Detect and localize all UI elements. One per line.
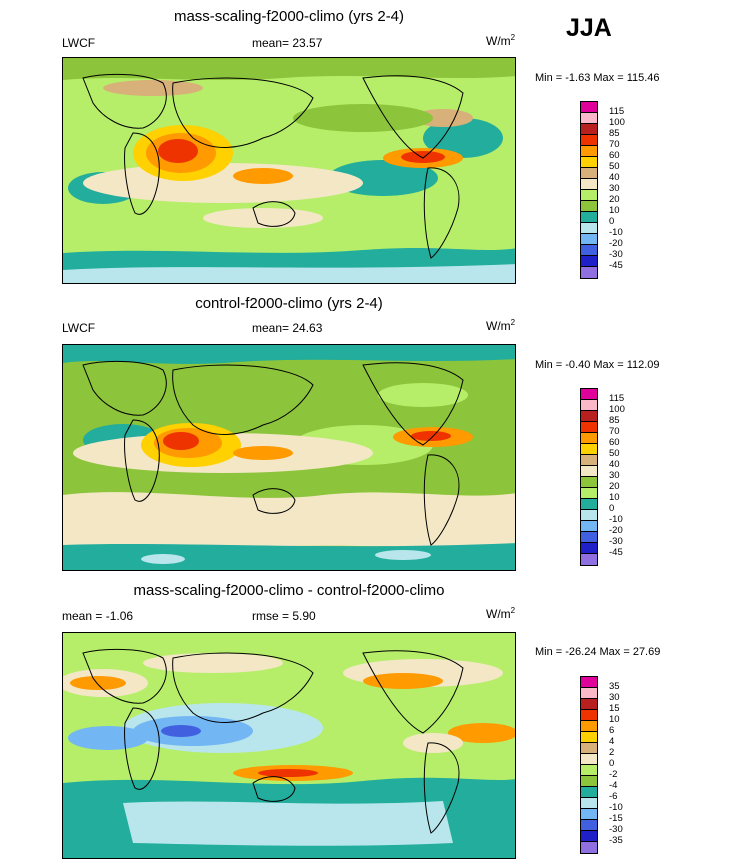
colorbar-label: 0 [609,758,615,769]
colorbar-label: 4 [609,736,615,747]
panel-3-colorbar [580,676,598,854]
season-label: JJA [566,14,612,42]
panel-3-mean: mean = -1.06 [62,609,134,623]
colorbar-label: 70 [609,426,620,437]
colorbar-label: 70 [609,139,620,150]
colorbar-label: -20 [609,238,623,249]
colorbar-label: 40 [609,172,620,183]
panel-2-map [62,344,516,571]
colorbar-label: 60 [609,150,620,161]
panel-3-rmse: rmse = 5.90 [252,609,316,623]
colorbar-label: -35 [609,835,623,846]
colorbar-label: 100 [609,404,625,415]
colorbar-label: 85 [609,128,620,139]
panel-2-mean: mean= 24.63 [252,321,323,335]
colorbar-label: -30 [609,824,623,835]
panel-3-minmax: Min = -26.24 Max = 27.69 [535,646,661,658]
panel-3-map [62,632,516,859]
colorbar-label: 40 [609,459,620,470]
panel-1-units: W/m2 [486,33,516,48]
colorbar-label: 10 [609,714,620,725]
panel-1-colorbar [580,101,598,279]
colorbar-label: 20 [609,481,620,492]
colorbar-label: -20 [609,525,623,536]
colorbar-label: -45 [609,547,623,558]
colorbar-label: -30 [609,249,623,260]
colorbar-label: 10 [609,205,620,216]
colorbar-label: 30 [609,692,620,703]
colorbar-label: 0 [609,503,615,514]
panel-1-mean: mean= 23.57 [252,36,323,50]
panel-2-colorbar [580,388,598,566]
colorbar-label: -4 [609,780,618,791]
colorbar-label: -6 [609,791,618,802]
colorbar-label: -45 [609,260,623,271]
colorbar-label: 0 [609,216,615,227]
colorbar-label: 6 [609,725,615,736]
colorbar-label: 85 [609,415,620,426]
panel-3-units: W/m2 [486,606,516,621]
panel-1-title: mass-scaling-f2000-climo (yrs 2-4) [173,8,405,25]
colorbar-label: 115 [609,393,625,404]
colorbar-label: 10 [609,492,620,503]
colorbar-label: 30 [609,470,620,481]
colorbar-label: 2 [609,747,615,758]
panel-2-variable: LWCF [62,321,96,335]
colorbar-label: 50 [609,161,620,172]
panel-2-title: control-f2000-climo (yrs 2-4) [195,295,383,312]
colorbar-label: 20 [609,194,620,205]
colorbar-label: -30 [609,536,623,547]
panel-3-title: mass-scaling-f2000-climo - control-f2000… [133,582,445,599]
colorbar-label: 30 [609,183,620,194]
panel-2-minmax: Min = -0.40 Max = 112.09 [535,359,660,371]
colorbar-label: -10 [609,227,623,238]
colorbar-label: 50 [609,448,620,459]
colorbar-label: -2 [609,769,618,780]
panel-1-map [62,57,516,284]
colorbar-label: -15 [609,813,623,824]
panel-1-minmax: Min = -1.63 Max = 115.46 [535,72,660,84]
panel-1-variable: LWCF [62,36,96,50]
panel-2-units: W/m2 [486,318,516,333]
colorbar-label: 35 [609,681,620,692]
colorbar-label: 100 [609,117,625,128]
colorbar-label: -10 [609,802,623,813]
colorbar-label: 60 [609,437,620,448]
colorbar-label: 15 [609,703,620,714]
colorbar-label: 115 [609,106,625,117]
colorbar-label: -10 [609,514,623,525]
